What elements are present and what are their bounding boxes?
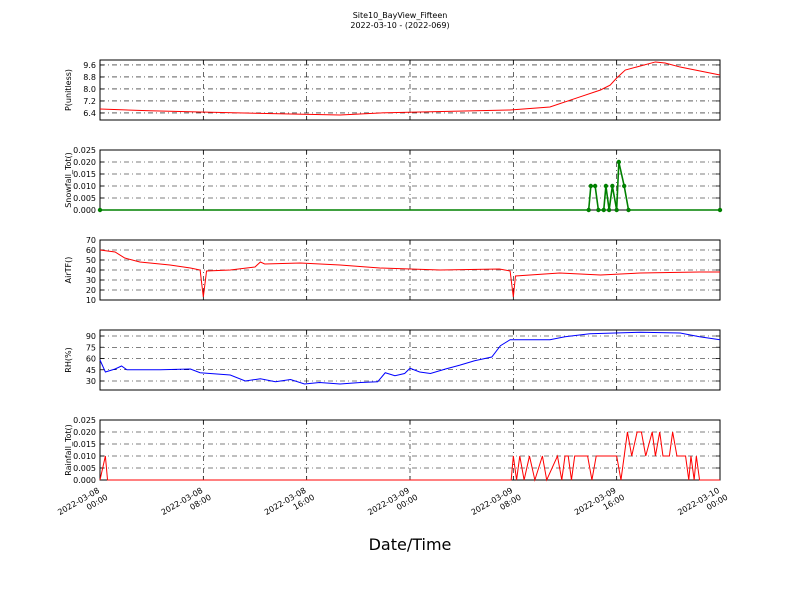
y-tick-label: 0.025 [73,416,96,425]
data-point [622,183,627,189]
y-tick-label: 0.015 [73,440,96,449]
y-axis-label: P(unitless) [64,69,73,111]
data-line [99,249,720,298]
data-point [603,183,609,189]
data-point [97,207,103,213]
y-axis-label: Rainfall_Tot() [64,424,73,476]
chart-title: Site10_BayView_Fifteen [353,11,448,20]
y-tick-label: 0.015 [73,170,96,179]
y-tick-label: 10 [86,296,96,305]
data-point [596,207,601,213]
y-tick-label: 50 [86,256,96,265]
x-axis-label: Date/Time [369,535,452,554]
x-tick-label: 2022-03-0908:00 [470,484,523,526]
y-tick-label: 0.010 [73,182,96,191]
x-tick-label: 2022-03-0800:00 [56,484,109,526]
y-tick-label: 30 [86,377,96,386]
y-tick-label: 0.000 [73,476,96,485]
y-tick-label: 8.0 [83,85,96,94]
y-tick-label: 9.6 [83,61,96,70]
data-point [586,207,591,213]
y-tick-label: 8.8 [83,73,96,82]
y-tick-label: 0.000 [73,206,96,215]
data-point [601,207,606,213]
data-point [606,207,612,213]
y-tick-label: 45 [86,366,96,375]
x-tick-label: 2022-03-0900:00 [366,484,419,526]
y-tick-label: 7.2 [83,97,96,106]
data-point [614,207,619,213]
data-point [717,207,723,213]
x-tick-label: 2022-03-0816:00 [263,484,316,526]
y-tick-label: 60 [86,246,96,255]
data-line [99,331,721,385]
y-tick-label: 0.005 [73,194,96,203]
y-tick-label: 0.010 [73,452,96,461]
data-line [99,431,720,482]
y-tick-label: 90 [86,332,96,341]
y-tick-label: 60 [86,355,96,364]
x-tick-label: 2022-03-1000:00 [676,484,729,526]
data-point [610,183,615,189]
data-line [99,61,721,116]
y-axis-label: AirTF() [64,257,73,284]
y-tick-label: 75 [86,343,96,352]
y-tick-label: 0.020 [73,428,96,437]
data-point [626,207,631,213]
data-point [588,183,594,189]
x-tick-label: 2022-03-0916:00 [573,484,626,526]
y-tick-label: 30 [86,276,96,285]
y-axis-label: RH(%) [64,347,73,372]
y-axis-label: Snowfall_Tot() [64,152,73,208]
data-point [616,159,622,165]
y-tick-label: 0.005 [73,464,96,473]
chart-subtitle: 2022-03-10 - (2022-069) [350,21,449,30]
y-tick-label: 6.4 [83,109,96,118]
x-tick-label: 2022-03-0808:00 [160,484,213,526]
y-tick-label: 40 [86,266,96,275]
y-tick-label: 70 [86,236,96,245]
y-tick-label: 0.020 [73,158,96,167]
y-tick-label: 0.025 [73,146,96,155]
data-point [592,183,598,189]
y-tick-label: 20 [86,286,96,295]
